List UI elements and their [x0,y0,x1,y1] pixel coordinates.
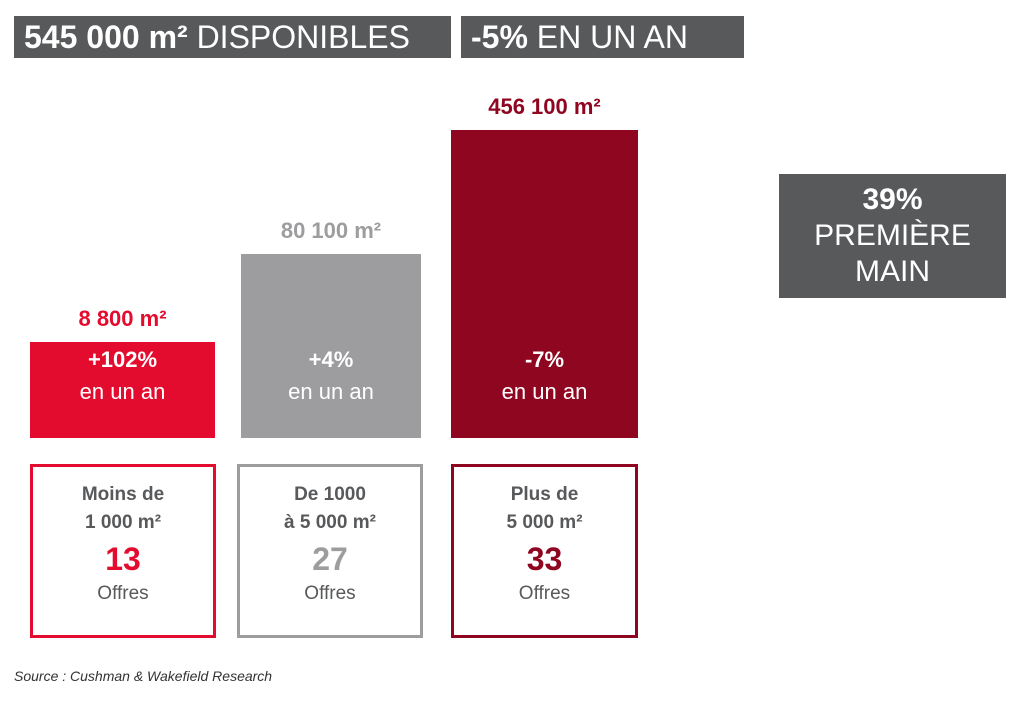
total-available-label: DISPONIBLES [196,19,410,55]
size-card-offers-small: Offres [97,583,149,604]
size-card-count-large: 33 [526,541,563,577]
yearly-change-banner: -5% EN UN AN [461,16,744,58]
size-card-medium: De 1000 à 5 000 m² 27 Offres [237,464,423,638]
size-card-small: Moins de 1 000 m² 13 Offres [30,464,216,638]
bar-value-label-large: 456 100 m² [488,94,601,119]
size-card-range-medium: De 1000 à 5 000 m² [284,484,376,533]
size-card-offers-medium: Offres [304,583,356,604]
bar-medium: +4% en un an [241,254,421,438]
total-available-banner: 545 000 m² DISPONIBLES [14,16,451,58]
yearly-change-value: -5% [471,19,528,55]
bar-change-period-small: en un an [79,379,166,404]
first-hand-share-label-1: PREMIÈRE [814,219,971,252]
bar-value-label-medium: 80 100 m² [280,218,382,243]
size-card-range-small: Moins de 1 000 m² [81,484,165,533]
first-hand-share-value: 39% [862,183,923,216]
bar-change-period-medium: en un an [288,379,374,404]
first-hand-share-box: 39% PREMIÈRE MAIN [779,174,1006,298]
size-card-count-small: 13 [105,541,141,577]
yearly-change-label: EN UN AN [536,19,688,55]
source-note: Source : Cushman & Wakefield Research [14,668,273,684]
bar-small: +102% en un an [30,342,215,438]
size-card-count-medium: 27 [312,541,348,577]
bar-change-medium: +4% [308,347,354,372]
bar-value-label-small: 8 800 m² [78,306,167,331]
size-card-range-large: Plus de 5 000 m² [506,484,583,533]
bar-change-period-large: en un an [501,379,588,404]
bar-large: -7% en un an [451,130,638,438]
bar-change-large: -7% [524,347,565,372]
bar-change-small: +102% [87,347,158,372]
total-available-value: 545 000 m² [24,19,188,55]
size-card-offers-large: Offres [518,583,571,604]
first-hand-share-label-2: MAIN [855,255,930,288]
size-card-large: Plus de 5 000 m² 33 Offres [451,464,638,638]
